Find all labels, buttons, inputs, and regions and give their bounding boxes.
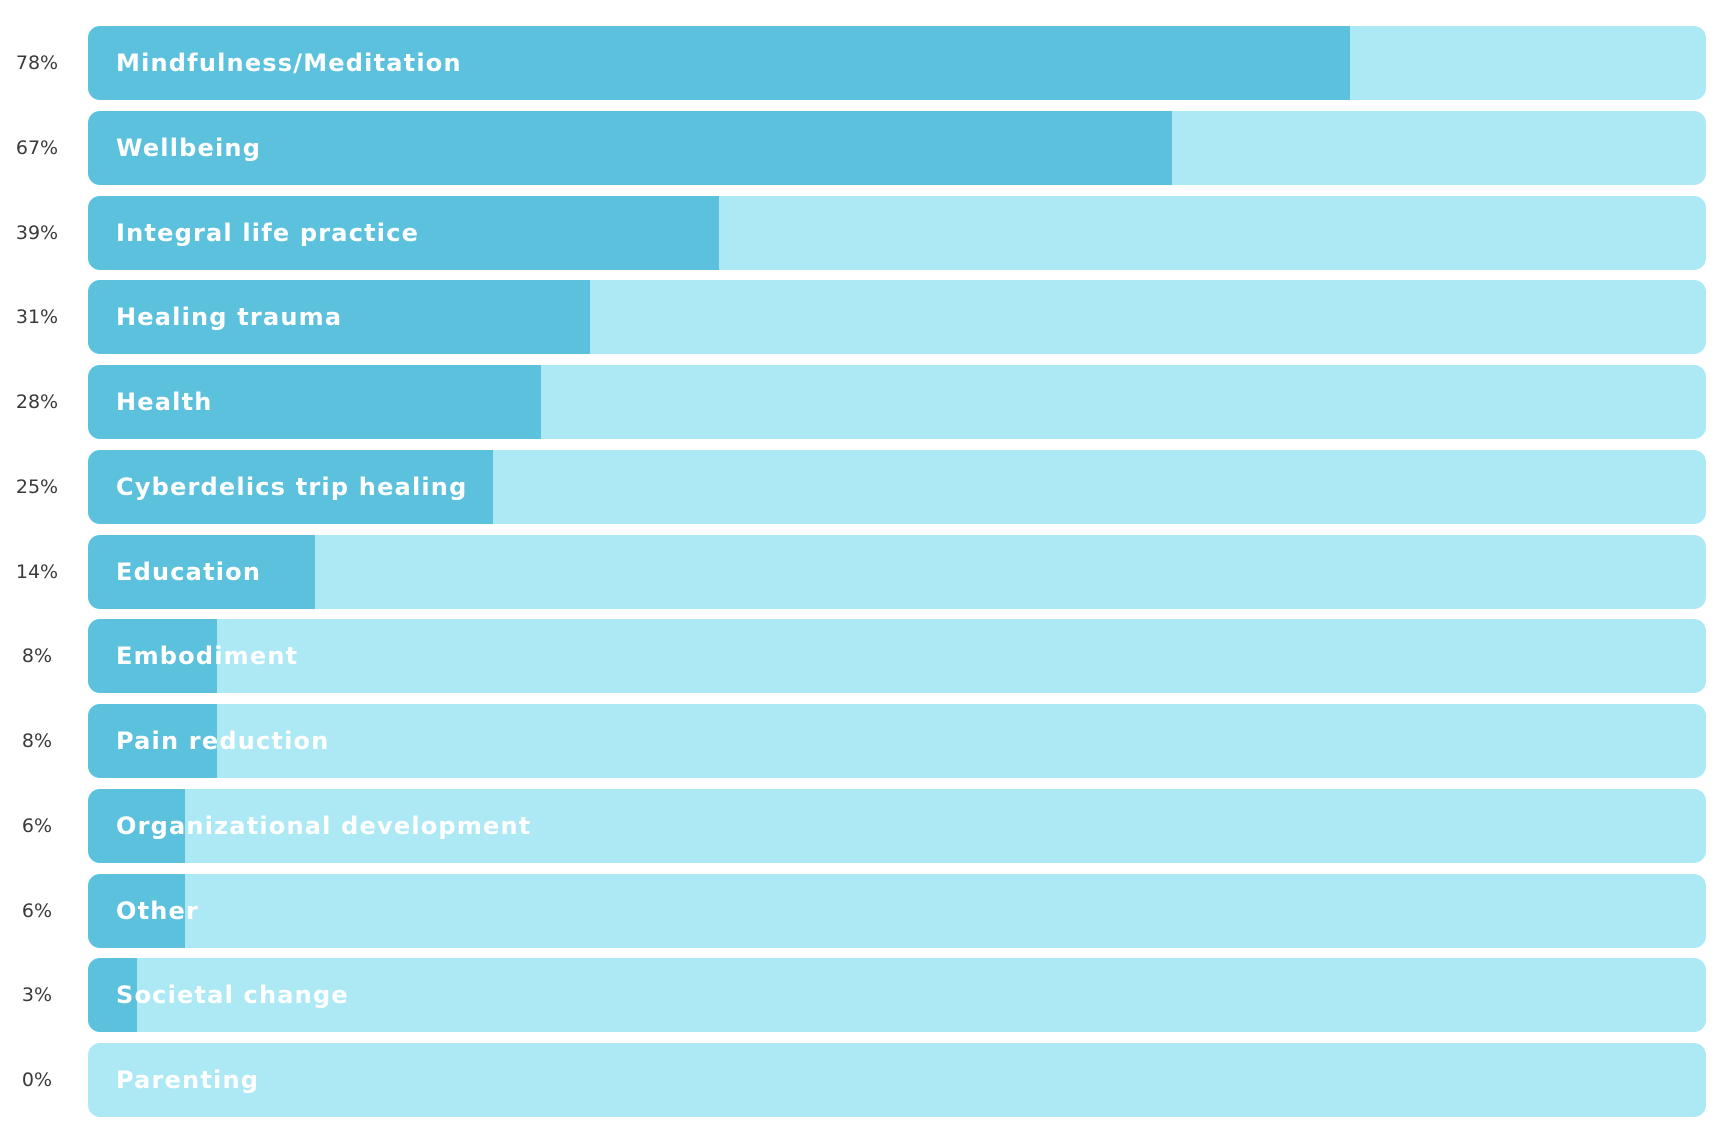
bar-category-label: Other (116, 896, 200, 925)
bar-fill (88, 958, 137, 1033)
bar-fill (88, 449, 493, 524)
bar-track: Integral life practice (88, 195, 1706, 270)
bar-row: 8% Embodiment (0, 619, 1722, 694)
bar-row: 0% Parenting (0, 1043, 1722, 1117)
bar-fill (88, 365, 542, 439)
bar-value-label: 6% (21, 899, 53, 922)
bar-track: Pain reduction (88, 704, 1706, 778)
bar-track: Healing trauma (88, 280, 1706, 355)
bar-value-label: 31% (15, 306, 59, 329)
bar-fill (88, 110, 1173, 185)
bar-fill (88, 280, 590, 355)
bar-track: Embodiment (88, 619, 1706, 694)
bar-value-label: 8% (21, 645, 53, 668)
bar-value-label: 67% (15, 136, 59, 159)
bar-track: Societal change (88, 958, 1706, 1033)
bar-row: 25% Cyberdelics trip healing (0, 449, 1722, 524)
bar-fill (88, 534, 315, 609)
bar-value-label: 3% (21, 984, 53, 1007)
bar-value-label: 6% (21, 814, 53, 837)
bar-row: 67% Wellbeing (0, 110, 1722, 185)
bar-track: Parenting (88, 1043, 1706, 1117)
bar-value-label: 78% (15, 52, 59, 74)
bar-category-label: Cyberdelics trip healing (116, 472, 468, 501)
bar-row: 28% Health (0, 365, 1722, 439)
bar-category-label: Education (116, 557, 262, 586)
bar-fill (88, 873, 186, 948)
bar-fill (88, 26, 1351, 100)
bar-row: 31% Healing trauma (0, 280, 1722, 355)
bar-fill (88, 619, 218, 694)
bar-track: Mindfulness/Meditation (88, 26, 1706, 100)
bar-fill (88, 704, 218, 778)
bar-value-label: 14% (15, 560, 59, 583)
bar-fill (88, 195, 720, 270)
bar-category-label: Integral life practice (116, 218, 420, 247)
bar-category-label: Societal change (116, 981, 349, 1010)
bar-row: 6% Other (0, 873, 1722, 948)
bar-row: 3% Societal change (0, 958, 1722, 1033)
bar-row: 6% Organizational development (0, 788, 1722, 863)
bar-track: Wellbeing (88, 110, 1706, 185)
bar-fill (88, 788, 186, 863)
bar-track: Education (88, 534, 1706, 609)
bar-track: Other (88, 873, 1706, 948)
bar-value-label: 0% (21, 1069, 53, 1091)
bar-row: 78% Mindfulness/Meditation (0, 26, 1722, 100)
bar-category-label: Organizational development (116, 811, 532, 840)
bar-category-label: Mindfulness/Meditation (116, 49, 462, 77)
bar-category-label: Health (116, 388, 213, 416)
bar-value-label: 28% (15, 391, 59, 413)
bar-row: 39% Integral life practice (0, 195, 1722, 270)
bar-track: Organizational development (88, 788, 1706, 863)
bar-value-label: 8% (21, 730, 53, 752)
bar-value-label: 39% (15, 221, 59, 244)
bar-value-label: 25% (15, 475, 59, 498)
bar-row: 14% Education (0, 534, 1722, 609)
bar-track: Cyberdelics trip healing (88, 449, 1706, 524)
bar-category-label: Parenting (116, 1066, 260, 1094)
bar-category-label: Embodiment (116, 642, 299, 671)
bar-category-label: Pain reduction (116, 727, 330, 755)
bar-category-label: Wellbeing (116, 133, 262, 162)
bar-track: Health (88, 365, 1706, 439)
bar-category-label: Healing trauma (116, 303, 343, 332)
bar-row: 8% Pain reduction (0, 704, 1722, 778)
